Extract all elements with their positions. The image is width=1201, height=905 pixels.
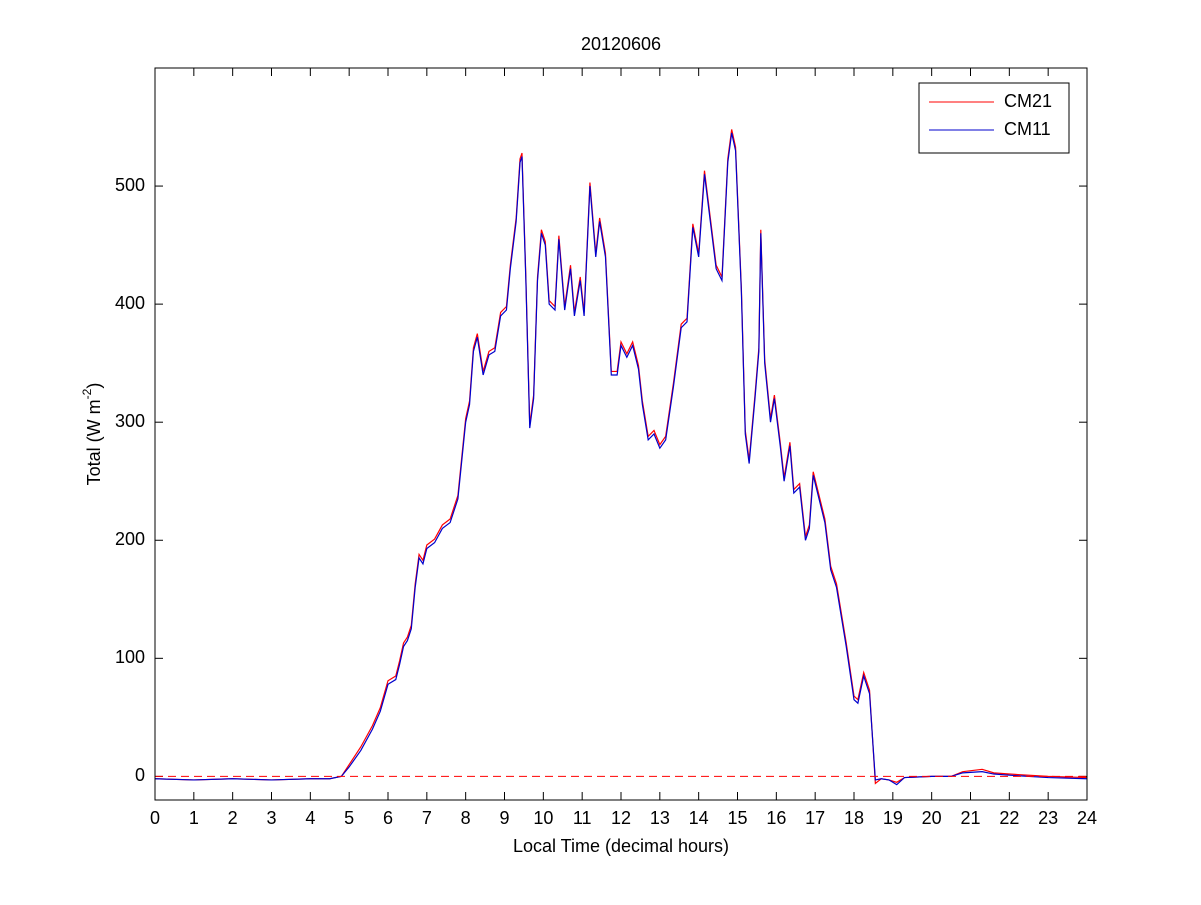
x-tick-label: 20	[922, 808, 942, 828]
plot-frame	[154, 67, 1088, 801]
legend-label: CM11	[1004, 119, 1051, 139]
y-label-sup: -2	[80, 388, 94, 399]
x-axis-label: Local Time (decimal hours)	[513, 836, 729, 856]
y-tick-label: 100	[115, 647, 145, 667]
x-tick-label: 24	[1077, 808, 1097, 828]
x-tick-label: 15	[727, 808, 747, 828]
y-label-text: Total (W m	[84, 399, 104, 485]
x-tick-label: 2	[228, 808, 238, 828]
y-tick-label: 400	[115, 293, 145, 313]
x-tick-label: 14	[689, 808, 709, 828]
chart-title: 20120606	[581, 34, 661, 54]
x-tick-label: 19	[883, 808, 903, 828]
x-tick-label: 16	[766, 808, 786, 828]
y-tick-label: 0	[135, 765, 145, 785]
x-tick-label: 6	[383, 808, 393, 828]
x-tick-label: 13	[650, 808, 670, 828]
y-tick-label: 500	[115, 175, 145, 195]
y-label-end: )	[84, 383, 104, 389]
x-tick-label: 21	[960, 808, 980, 828]
x-tick-label: 22	[999, 808, 1019, 828]
x-tick-label: 7	[422, 808, 432, 828]
x-tick-label: 11	[573, 808, 592, 828]
x-tick-label: 10	[533, 808, 553, 828]
y-tick-label: 300	[115, 411, 145, 431]
x-tick-label: 3	[266, 808, 276, 828]
x-tick-label: 23	[1038, 808, 1058, 828]
y-tick-label: 200	[115, 529, 145, 549]
x-tick-label: 4	[305, 808, 315, 828]
x-tick-label: 12	[611, 808, 631, 828]
x-tick-label: 17	[805, 808, 825, 828]
series-line	[154, 132, 1088, 786]
x-tick-label: 9	[499, 808, 509, 828]
x-tick-label: 8	[461, 808, 471, 828]
legend-label: CM21	[1004, 91, 1052, 111]
y-axis-label: Total (W m-2)	[80, 383, 104, 486]
x-tick-label: 5	[344, 808, 354, 828]
legend-box	[918, 82, 1070, 154]
x-tick-label: 18	[844, 808, 864, 828]
x-tick-label: 1	[189, 808, 199, 828]
x-tick-label: 0	[150, 808, 160, 828]
